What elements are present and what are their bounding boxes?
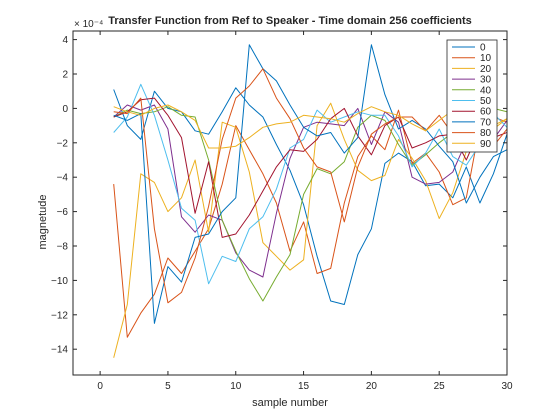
x-axis-label: sample number	[252, 397, 328, 409]
legend-box	[446, 39, 498, 153]
legend-label-40: 40	[480, 85, 492, 96]
x-tick-label: 15	[298, 381, 310, 392]
legend-label-20: 20	[480, 64, 492, 75]
x-tick-label: 5	[165, 381, 171, 392]
series-line-0	[113, 87, 507, 305]
legend-label-90: 90	[480, 139, 492, 150]
series-line-60	[113, 97, 507, 238]
legend-label-60: 60	[480, 107, 492, 118]
legend-label-10: 10	[480, 53, 492, 64]
x-tick-label: 10	[230, 381, 242, 392]
series-line-90	[113, 104, 507, 149]
legend-label-0: 0	[480, 43, 486, 54]
series-line-70	[113, 44, 507, 324]
y-tick-label: −10	[51, 276, 68, 287]
legend-label-70: 70	[480, 117, 492, 128]
legend-label-50: 50	[480, 96, 492, 107]
x-tick-label: 30	[501, 381, 513, 392]
series-line-10	[113, 109, 507, 338]
x-tick-label: 20	[366, 381, 378, 392]
series-line-50	[113, 83, 507, 285]
y-tick-label: −2	[57, 138, 69, 149]
series-group	[113, 44, 507, 358]
y-tick-label: −8	[57, 242, 69, 253]
series-line-40	[113, 106, 507, 302]
y-tick-label: 0	[62, 104, 68, 115]
y-tick-label: 2	[62, 70, 68, 81]
chart-title: Transfer Function from Ref to Speaker - …	[108, 15, 472, 27]
y-tick-label: −14	[51, 345, 68, 356]
plot-area: 0 5 10 15 20 25 30420−2−4−6−8−10−12−1401020304…	[51, 30, 513, 392]
legend-label-80: 80	[480, 128, 492, 139]
y-tick-label: −12	[51, 310, 68, 321]
x-tick-label: 0	[97, 381, 103, 392]
y-tick-label: 4	[62, 35, 68, 46]
axes-box	[72, 30, 508, 376]
y-tick-label: −6	[57, 207, 69, 218]
x-tick-label: 25	[434, 381, 446, 392]
y-axis-label: magnetude	[37, 194, 49, 249]
y-exponent-label: × 10⁻⁴	[74, 19, 103, 30]
y-tick-label: −4	[57, 173, 69, 184]
legend-label-30: 30	[480, 75, 492, 86]
